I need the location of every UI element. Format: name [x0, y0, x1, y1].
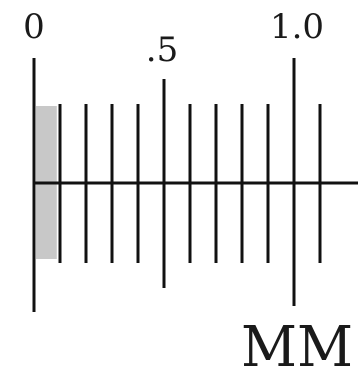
unit-label: MM [241, 315, 353, 369]
tick-label-1-0: 1.0 [270, 7, 324, 47]
tick-label-0-5: .5 [146, 30, 178, 70]
tick-label-0: 0 [23, 7, 45, 47]
tick-marks [32, 58, 322, 312]
